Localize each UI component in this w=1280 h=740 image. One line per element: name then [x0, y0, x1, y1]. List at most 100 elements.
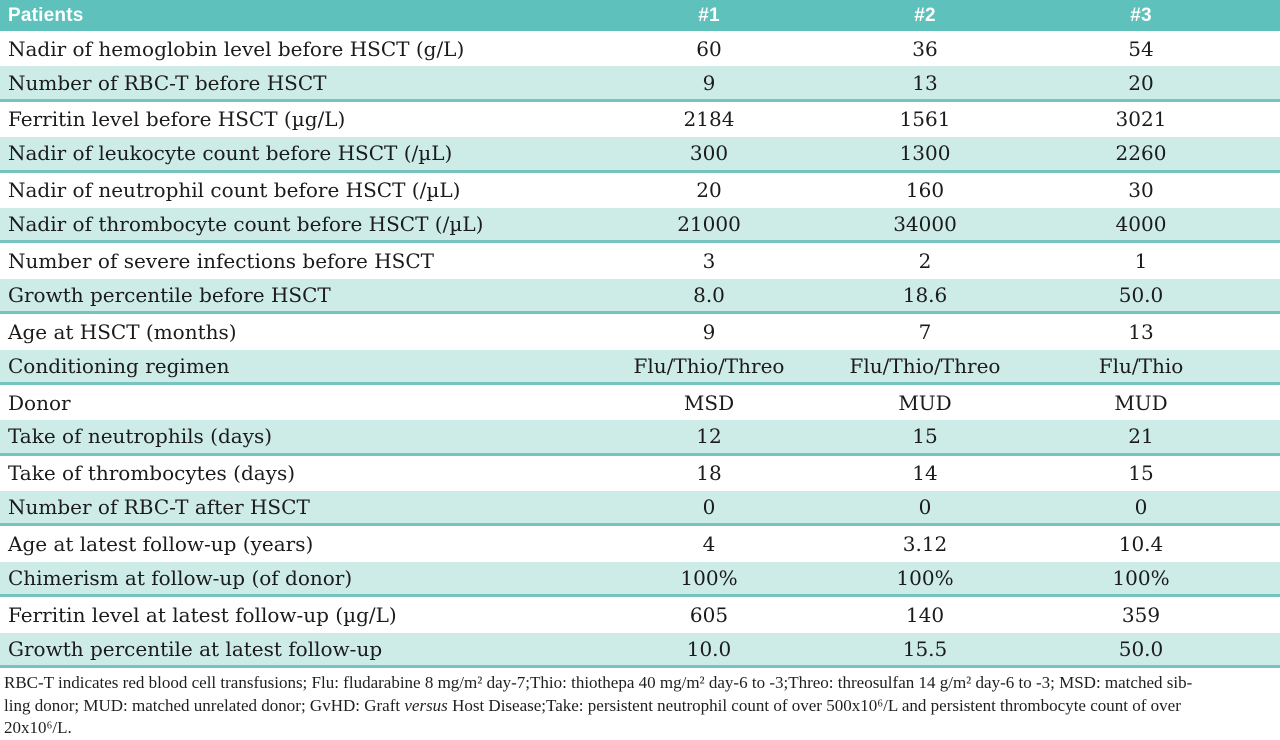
table-row: Take of neutrophils (days) 12 15 21	[0, 420, 1280, 456]
cell-value: 0	[918, 495, 932, 520]
cell-value: 50.0	[1118, 636, 1164, 661]
cell-value: 1300	[899, 141, 951, 166]
table-row: Take of thrombocytes (days) 18 14 15	[0, 456, 1280, 491]
cell-value: 8.0	[693, 282, 725, 307]
table-row: Nadir of leukocyte count before HSCT (/µ…	[0, 137, 1280, 173]
cell-value: 50.0	[1118, 282, 1164, 307]
table-row: Donor MSD MUD MUD	[0, 385, 1280, 420]
cell-value: 14	[912, 461, 938, 486]
cell-value: 140	[905, 602, 945, 627]
row-label: Nadir of leukocyte count before HSCT (/µ…	[8, 141, 453, 166]
cell-value: 15	[912, 424, 938, 449]
row-label: Nadir of neutrophil count before HSCT (/…	[8, 178, 461, 203]
cell-value: Flu/Thio/Threo	[849, 353, 1001, 378]
row-label: Nadir of hemoglobin level before HSCT (g…	[8, 36, 465, 61]
cell-value: 3021	[1115, 107, 1167, 132]
table-row: Nadir of hemoglobin level before HSCT (g…	[0, 31, 1280, 66]
cell-value: 4	[702, 532, 716, 557]
cell-value: 21000	[677, 212, 741, 237]
table-row: Growth percentile at latest follow-up 10.…	[0, 632, 1280, 669]
cell-value: 9	[702, 70, 716, 95]
cell-value: 18	[696, 461, 722, 486]
row-label: Nadir of thrombocyte count before HSCT (…	[8, 212, 484, 237]
cell-value: 1561	[899, 107, 951, 132]
cell-value: 36	[912, 36, 938, 61]
footnote-versus-italic: versus	[404, 695, 448, 715]
cell-value: 60	[696, 36, 722, 61]
row-label: Age at latest follow-up (years)	[8, 532, 314, 557]
row-label: Number of RBC-T after HSCT	[8, 495, 310, 520]
cell-value: 10.4	[1118, 532, 1164, 557]
table-body: Nadir of hemoglobin level before HSCT (g…	[0, 31, 1280, 669]
cell-value: 18.6	[902, 282, 948, 307]
cell-value: 9	[702, 319, 716, 344]
cell-value: MSD	[683, 390, 735, 415]
row-label: Number of RBC-T before HSCT	[8, 70, 327, 95]
cell-value: 15.5	[902, 636, 948, 661]
cell-value: 20	[1128, 70, 1154, 95]
cell-value: 20	[696, 178, 722, 203]
table-row: Ferritin level at latest follow-up (µg/L…	[0, 597, 1280, 632]
header-col-patient-1: #1	[698, 4, 720, 26]
row-label: Ferritin level before HSCT (µg/L)	[8, 107, 346, 132]
cell-value: 100%	[680, 566, 738, 591]
table-row: Age at HSCT (months) 9 7 13	[0, 314, 1280, 349]
table-row: Chimerism at follow-up (of donor) 100% 100…	[0, 561, 1280, 598]
cell-value: 605	[689, 602, 729, 627]
cell-value: 21	[1128, 424, 1154, 449]
row-label: Age at HSCT (months)	[8, 319, 237, 344]
footnote-line-3: 20x10⁶/L.	[4, 718, 72, 738]
header-col-patient-2: #2	[914, 4, 936, 26]
table-row: Age at latest follow-up (years) 4 3.12 10.4	[0, 526, 1280, 561]
footnote-line-2-text: ling donor; MUD: matched unrelated donor…	[4, 695, 405, 715]
cell-value: 0	[702, 495, 716, 520]
table-row: Ferritin level before HSCT (µg/L) 2184 156…	[0, 102, 1280, 137]
cell-value: 2260	[1115, 141, 1167, 166]
table-row: Number of RBC-T after HSCT 0 0 0	[0, 491, 1280, 527]
patients-table: Patients #1 #2 #3 Nadir of hemoglobin le…	[0, 0, 1280, 669]
table-header-row: Patients #1 #2 #3	[0, 0, 1280, 31]
table-row: Number of RBC-T before HSCT 9 13 20	[0, 66, 1280, 102]
cell-value: Flu/Thio/Threo	[633, 353, 785, 378]
cell-value: 13	[1128, 319, 1154, 344]
cell-value: 3	[702, 249, 716, 274]
cell-value: MUD	[898, 390, 952, 415]
cell-value: Flu/Thio	[1098, 353, 1184, 378]
row-label: Growth percentile before HSCT	[8, 282, 331, 307]
table-row: Nadir of neutrophil count before HSCT (/…	[0, 173, 1280, 208]
cell-value: 13	[912, 70, 938, 95]
cell-value: 15	[1128, 461, 1154, 486]
cell-value: 1	[1134, 249, 1148, 274]
row-label: Growth percentile at latest follow-up	[8, 636, 383, 661]
table-row: Growth percentile before HSCT 8.0 18.6 50.0	[0, 278, 1280, 315]
table-footnote: RBC-T indicates red blood cell transfusi…	[0, 671, 1280, 740]
header-col-patient-3: #3	[1130, 4, 1152, 26]
cell-value: 359	[1121, 602, 1161, 627]
cell-value: 100%	[896, 566, 954, 591]
footnote-line-1: RBC-T indicates red blood cell transfusi…	[4, 673, 1193, 693]
cell-value: 0	[1134, 495, 1148, 520]
cell-value: 34000	[893, 212, 957, 237]
cell-value: 300	[689, 141, 729, 166]
table-row: Conditioning regimen Flu/Thio/Threo Flu/Th…	[0, 349, 1280, 385]
cell-value: 2	[918, 249, 932, 274]
cell-value: 7	[918, 319, 932, 344]
cell-value: 12	[696, 424, 722, 449]
cell-value: 100%	[1112, 566, 1170, 591]
cell-value: 10.0	[686, 636, 732, 661]
cell-value: 2184	[683, 107, 735, 132]
cell-value: 30	[1128, 178, 1154, 203]
row-label: Take of neutrophils (days)	[8, 424, 273, 449]
table-row: Number of severe infections before HSCT 3…	[0, 243, 1280, 278]
footnote-line-2: ling donor; MUD: matched unrelated donor…	[4, 695, 1276, 718]
cell-value: 3.12	[902, 532, 948, 557]
row-label: Donor	[8, 390, 71, 415]
cell-value: 54	[1128, 36, 1154, 61]
header-patients-label: Patients	[8, 4, 84, 26]
cell-value: 160	[905, 178, 945, 203]
row-label: Number of severe infections before HSCT	[8, 249, 435, 274]
row-label: Conditioning regimen	[8, 353, 230, 378]
cell-value: MUD	[1114, 390, 1168, 415]
footnote-line-2-text-cont: Host Disease;Take: persistent neutrophil…	[447, 695, 1181, 715]
row-label: Chimerism at follow-up (of donor)	[8, 566, 353, 591]
